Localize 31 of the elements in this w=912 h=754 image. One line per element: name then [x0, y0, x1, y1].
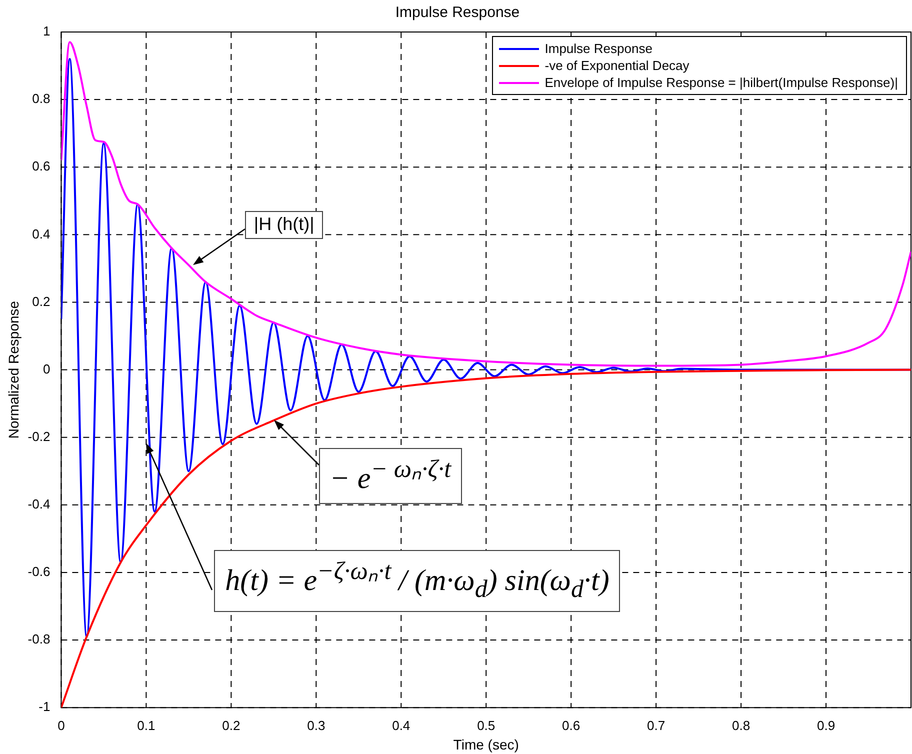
- y-tick-label: -0.8: [28, 632, 50, 647]
- x-tick-label: 0.9: [816, 718, 836, 733]
- annotation: h(t) = e$^{−ζ·ωₙ·t}$ / (m·ω$_{d}$) sin(ω$_{d}$·t): [214, 550, 620, 612]
- x-tick-label: 0.7: [647, 718, 666, 733]
- x-axis-title: Time (sec): [453, 736, 519, 752]
- x-tick-label: 0.3: [307, 718, 326, 733]
- y-tick-label: -0.4: [28, 496, 50, 512]
- y-tick-label: 0.4: [32, 226, 50, 242]
- x-tick-label: 0.6: [562, 718, 580, 733]
- y-tick-label: -0.6: [28, 564, 50, 580]
- x-tick-label: 0.1: [137, 718, 156, 733]
- x-tick-label: 0.2: [222, 718, 240, 733]
- x-tick-label: 0.8: [732, 718, 750, 733]
- legend-label: -ve of Exponential Decay: [544, 57, 690, 74]
- x-tick-label: 0.4: [392, 718, 410, 733]
- y-tick-label: 1: [42, 24, 50, 39]
- line-series: [61, 41, 911, 367]
- chart-title: Impulse Response: [395, 4, 520, 22]
- annotation: |H (h(t)|: [244, 211, 324, 239]
- y-tick-label: 0.8: [32, 91, 50, 106]
- legend-label: Envelope of Impulse Response = |hilbert(Impulse Response)|: [544, 74, 898, 91]
- y-tick-label: 0: [42, 361, 50, 376]
- x-tick-label: 0.5: [477, 718, 496, 733]
- x-tick-label: 0: [58, 718, 65, 733]
- y-tick-label: 0.6: [32, 158, 50, 174]
- legend-label: Impulse Response: [544, 40, 652, 57]
- y-tick-label: -0.2: [28, 428, 50, 444]
- y-axis-title: Normalized Response: [5, 300, 22, 439]
- y-tick-label: 0.2: [32, 294, 50, 309]
- y-tick-label: -1: [38, 699, 50, 714]
- annotation: − e$^{− ωₙ·ζ·t}$: [318, 448, 462, 504]
